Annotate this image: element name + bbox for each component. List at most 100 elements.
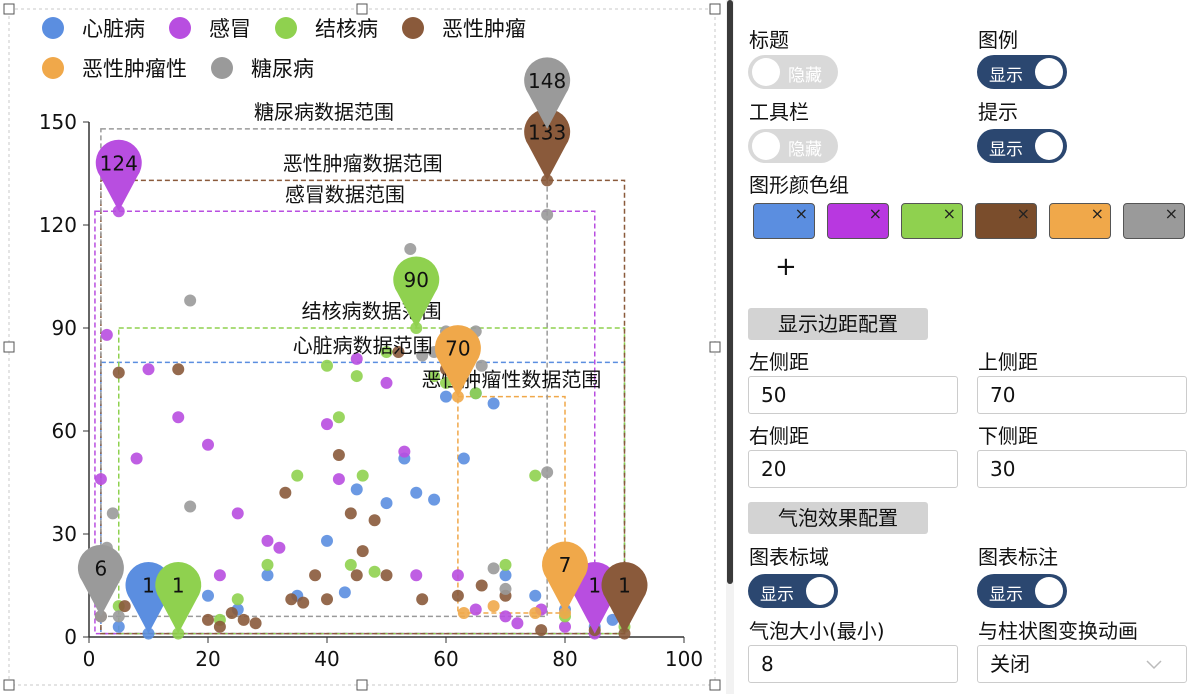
data-point[interactable] [559,620,571,633]
data-point[interactable] [404,243,417,256]
data-point[interactable] [142,363,155,376]
data-point[interactable] [172,363,185,376]
bottom-margin-input[interactable]: 30 [977,450,1187,488]
data-point[interactable] [475,359,488,372]
data-point[interactable] [184,500,197,513]
legend-item[interactable]: 结核病 [275,17,378,41]
data-point[interactable] [94,473,107,486]
data-point[interactable] [112,620,125,633]
data-point[interactable] [487,562,500,575]
data-point[interactable] [416,593,429,606]
data-point[interactable] [350,370,363,383]
data-point[interactable] [309,569,322,582]
marker-pin[interactable]: 90 [393,256,440,328]
data-point[interactable] [469,387,482,400]
marker-pin[interactable]: 1 [155,562,202,634]
data-point[interactable] [350,352,363,365]
data-point[interactable] [213,620,226,633]
legend-toggle[interactable]: 显示 [977,55,1067,89]
resize-handle[interactable] [3,341,15,353]
data-point[interactable] [273,541,286,554]
data-point[interactable] [291,469,304,482]
data-point[interactable] [344,507,357,520]
legend-item[interactable]: 糖尿病 [211,57,314,81]
data-point[interactable] [529,469,542,482]
marker-pin[interactable]: 70 [434,325,481,397]
data-point[interactable] [321,359,333,372]
data-point[interactable] [398,445,411,458]
scatter-chart[interactable]: 0 30 60 90 120 150 0 20 40 60 80 100 心脏病数据范围 感冒数据范围结… [0,0,730,694]
data-point[interactable] [350,483,363,496]
data-point[interactable] [202,438,214,451]
data-point[interactable] [380,569,393,582]
data-point[interactable] [499,582,512,595]
legend-item[interactable]: 感冒 [169,17,251,41]
color-swatch-3[interactable]: × [975,203,1037,239]
data-point[interactable] [297,596,310,609]
data-point[interactable] [118,600,131,613]
chart-canvas[interactable]: 0 30 60 90 120 150 0 20 40 60 80 100 心脏病数据范围 感冒数据范围结… [0,0,730,694]
data-point[interactable] [261,558,274,571]
data-point[interactable] [344,558,357,571]
data-point[interactable] [100,328,113,341]
data-point[interactable] [237,613,250,626]
data-point[interactable] [451,569,464,582]
color-swatch-0[interactable]: × [753,203,815,239]
data-point[interactable] [261,569,274,582]
top-margin-input[interactable]: 70 [977,376,1187,414]
data-point[interactable] [529,606,542,619]
data-point[interactable] [487,397,500,410]
remove-color-icon[interactable]: × [1090,204,1104,223]
data-point[interactable] [356,545,369,558]
data-point[interactable] [261,534,274,547]
color-swatch-5[interactable]: × [1123,203,1185,239]
data-point[interactable] [332,473,345,486]
data-point[interactable] [202,613,214,626]
bubble-size-input[interactable]: 8 [748,645,958,683]
resize-handle[interactable] [356,679,368,691]
scrollbar-thumb[interactable] [727,0,733,584]
data-point[interactable] [487,600,500,613]
data-point[interactable] [511,617,524,630]
data-point[interactable] [428,493,441,506]
color-swatch-4[interactable]: × [1049,203,1111,239]
marker-pin[interactable]: 133 [524,108,571,181]
marker-pin[interactable]: 6 [77,544,124,617]
data-point[interactable] [321,534,333,547]
marker-pin[interactable]: 124 [95,139,142,212]
data-point[interactable] [410,569,423,582]
data-point[interactable] [130,452,143,465]
data-point[interactable] [541,208,554,221]
data-point[interactable] [225,606,238,619]
color-swatch-2[interactable]: × [901,203,963,239]
data-point[interactable] [451,589,464,602]
data-point[interactable] [428,370,441,383]
data-point[interactable] [392,346,405,359]
data-point[interactable] [231,507,244,520]
remove-color-icon[interactable]: × [794,204,808,223]
data-point[interactable] [529,589,542,602]
data-point[interactable] [499,610,512,623]
data-point[interactable] [338,586,351,599]
left-margin-input[interactable]: 50 [748,376,958,414]
data-point[interactable] [541,466,554,479]
data-point[interactable] [410,486,423,499]
remove-color-icon[interactable]: × [1164,204,1178,223]
data-point[interactable] [321,593,333,606]
toolbar-toggle[interactable]: 隐藏 [748,129,838,163]
add-color-button[interactable]: + [775,252,797,282]
data-point[interactable] [249,617,262,630]
data-point[interactable] [499,569,512,582]
data-point[interactable] [106,507,119,520]
resize-handle[interactable] [709,679,721,691]
right-margin-input[interactable]: 20 [748,450,958,488]
marker-pin[interactable]: 7 [542,541,588,613]
data-point[interactable] [416,349,429,362]
remove-color-icon[interactable]: × [942,204,956,223]
animation-select[interactable]: 关闭 [977,645,1187,683]
data-point[interactable] [112,366,125,379]
data-point[interactable] [380,346,393,359]
resize-handle[interactable] [709,3,721,15]
data-point[interactable] [213,569,226,582]
legend-item[interactable]: 恶性肿瘤性 [42,57,187,81]
